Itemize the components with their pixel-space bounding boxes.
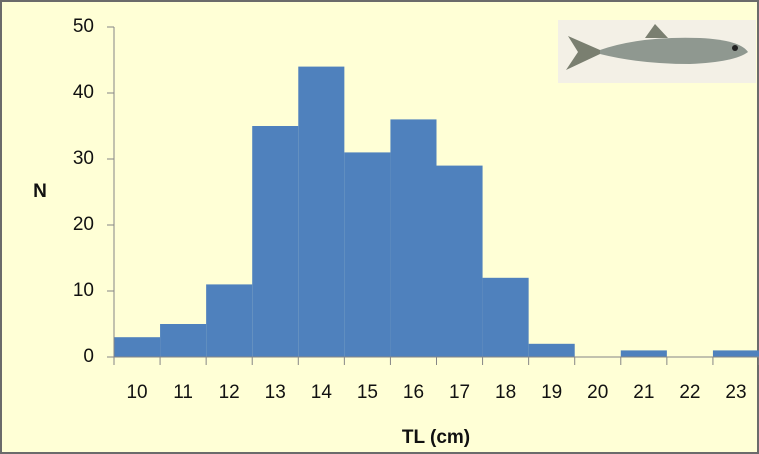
bar <box>437 166 483 357</box>
x-tick-label: 22 <box>679 382 700 403</box>
bar <box>114 337 160 357</box>
x-tick-label: 19 <box>541 382 562 403</box>
x-tick-label: 21 <box>633 382 654 403</box>
bar <box>713 350 759 357</box>
x-tick-label: 14 <box>311 382 333 403</box>
y-tick-label: 20 <box>73 214 94 235</box>
y-tick-label: 40 <box>73 82 94 103</box>
fish-eye <box>732 45 738 51</box>
x-tick-label: 15 <box>357 382 378 403</box>
bar <box>621 350 667 357</box>
y-tick-label: 30 <box>73 148 94 169</box>
x-tick-label: 18 <box>495 382 516 403</box>
y-tick-label: 50 <box>73 16 94 37</box>
bar <box>160 324 206 357</box>
bar <box>252 126 298 357</box>
bar <box>390 119 436 357</box>
x-tick-label: 11 <box>173 382 193 403</box>
chart: N TL (cm) 10 11 12 13 14 15 16 17 18 19 20 21 22 23 0 1… <box>0 0 759 454</box>
y-tick-label: 0 <box>83 346 94 367</box>
bar <box>298 67 344 357</box>
bar <box>344 152 390 357</box>
x-tick-label: 17 <box>449 382 470 403</box>
y-tick-label: 10 <box>73 280 94 301</box>
bar <box>206 284 252 357</box>
x-tick-label: 23 <box>725 382 746 403</box>
x-tick-label: 10 <box>126 382 147 403</box>
bar <box>529 344 575 357</box>
x-tick-label: 13 <box>265 382 286 403</box>
x-tick-label: 20 <box>587 382 608 403</box>
x-tick-label: 16 <box>403 382 424 403</box>
y-axis-label: N <box>33 181 47 202</box>
x-axis-label: TL (cm) <box>402 427 470 448</box>
bar <box>483 278 529 357</box>
fish-photo <box>558 20 756 83</box>
x-tick-label: 12 <box>219 382 240 403</box>
